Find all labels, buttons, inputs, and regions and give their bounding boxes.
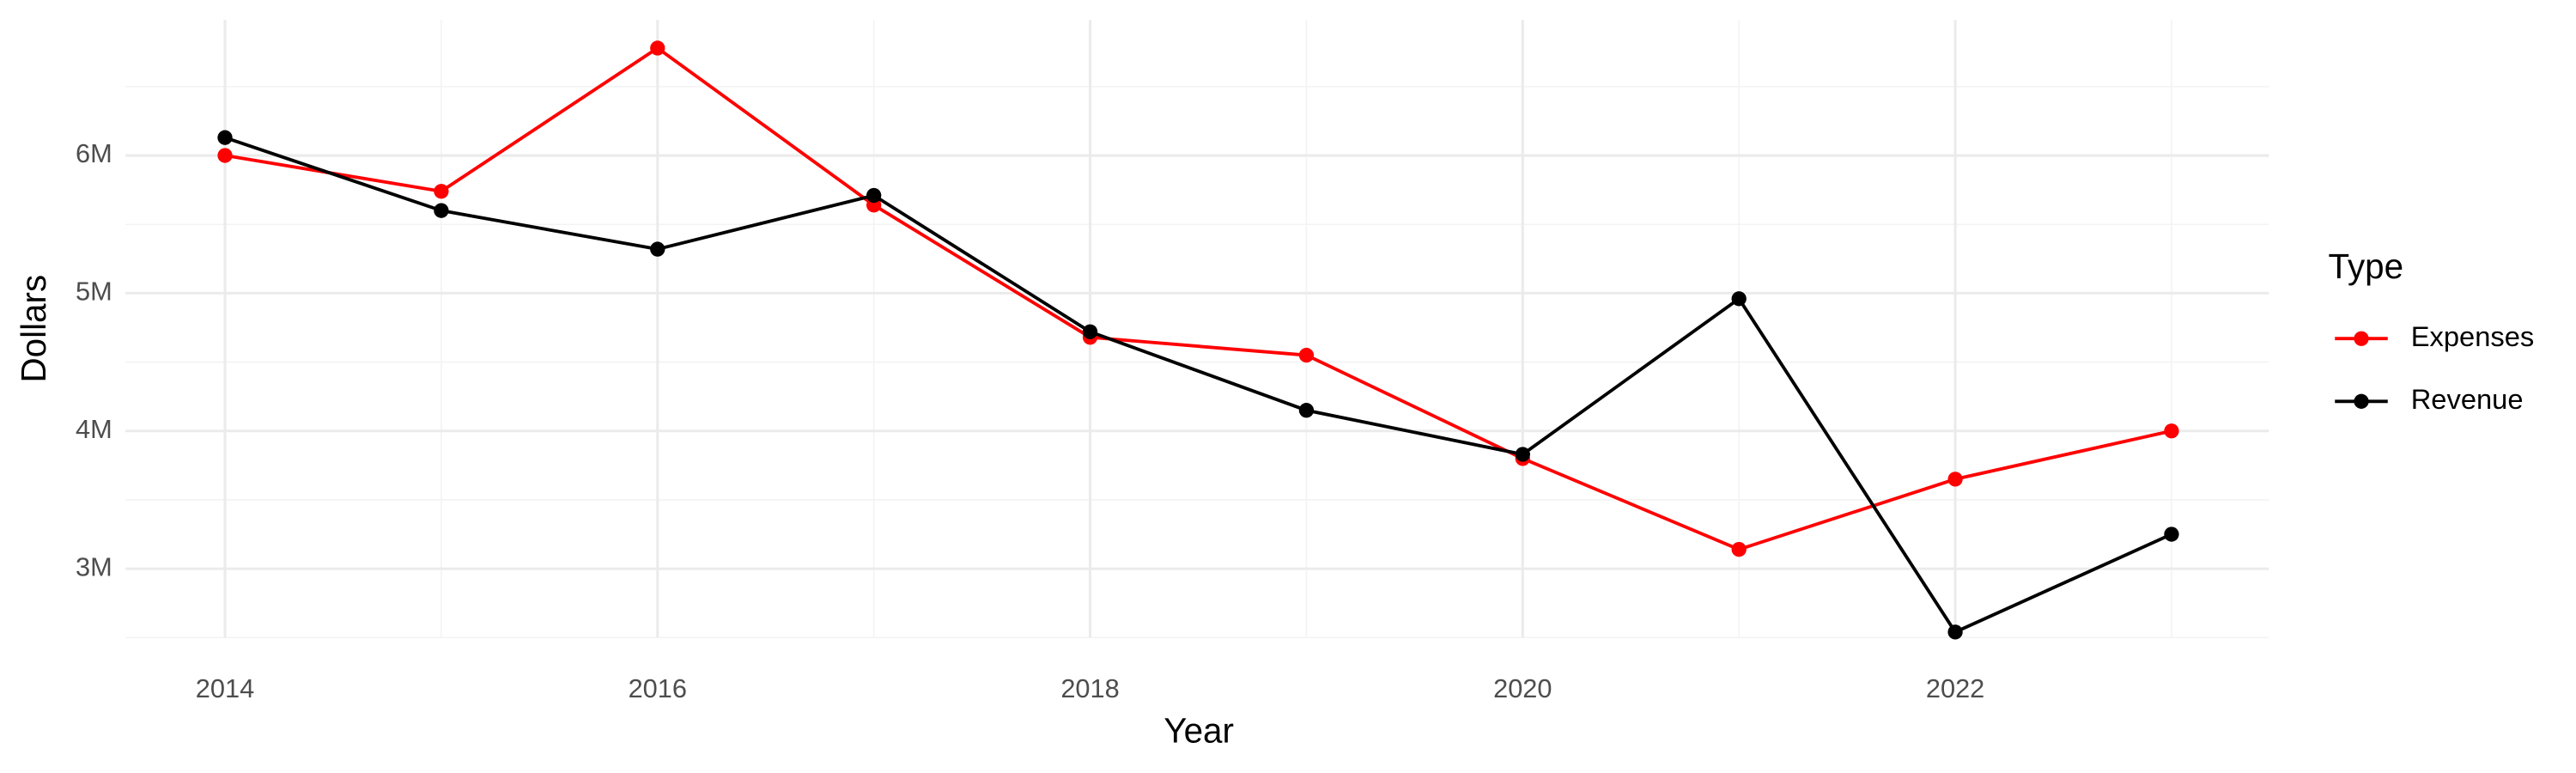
data-point xyxy=(1731,542,1747,557)
data-point xyxy=(650,40,665,56)
y-axis-title: Dollars xyxy=(14,275,53,383)
x-tick-label: 2014 xyxy=(196,673,254,703)
legend-point xyxy=(2354,393,2369,409)
data-point xyxy=(217,130,233,145)
data-point xyxy=(1298,347,1315,363)
series-line xyxy=(224,46,2172,551)
grid xyxy=(125,20,2269,639)
legend-point xyxy=(2354,331,2369,346)
data-point xyxy=(217,148,233,163)
y-tick-label: 5M xyxy=(76,277,112,307)
data-point xyxy=(1947,472,1963,487)
data-point xyxy=(2164,526,2179,542)
x-tick-label: 2018 xyxy=(1060,673,1119,703)
legend-title: Type xyxy=(2329,247,2404,286)
x-tick-label: 2022 xyxy=(1926,673,1984,703)
data-point xyxy=(1082,324,1098,339)
legend-label: Expenses xyxy=(2411,320,2535,352)
data-point xyxy=(650,241,665,257)
legend-label: Revenue xyxy=(2411,383,2524,415)
x-axis-title: Year xyxy=(1163,711,1234,751)
y-tick-label: 4M xyxy=(76,414,112,444)
series-line xyxy=(224,136,2172,635)
y-tick-label: 6M xyxy=(76,138,112,168)
data-point xyxy=(434,203,449,218)
data-point xyxy=(2164,423,2179,439)
y-tick-label: 3M xyxy=(76,551,112,581)
x-tick-label: 2020 xyxy=(1493,673,1552,703)
data-point xyxy=(866,187,882,204)
data-point xyxy=(1947,624,1963,640)
data-point xyxy=(1731,291,1747,307)
data-point xyxy=(434,184,449,199)
data-point xyxy=(1515,447,1530,462)
data-point xyxy=(1298,403,1315,418)
x-tick-label: 2016 xyxy=(629,673,687,703)
